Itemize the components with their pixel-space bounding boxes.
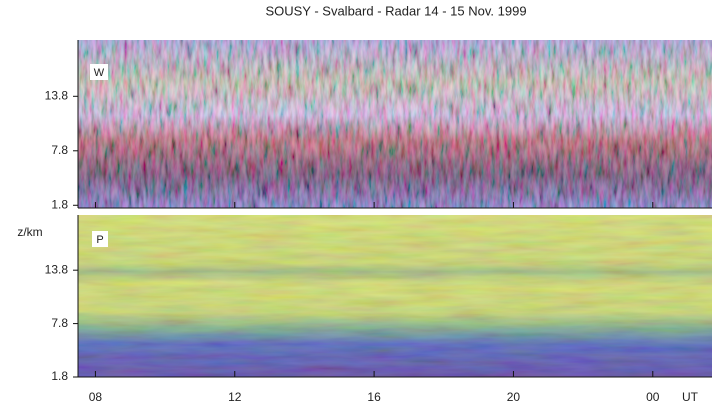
y-tick-label: 7.8 [51,143,68,157]
x-tick-label: 08 [89,390,103,404]
y-axis-label: z/km [17,225,42,239]
y-tick-label: 13.8 [45,262,69,276]
x-tick-label: 12 [228,390,242,404]
y-tick-label: 1.8 [51,369,68,383]
panel-w-texture [78,40,712,208]
panel-p-texture [78,215,712,377]
x-tick-label: 00 [646,390,660,404]
panel-label-box [90,64,108,80]
x-tick-label: 16 [367,390,381,404]
panel-label-box [92,231,108,247]
y-tick-label: 1.8 [51,197,68,211]
y-tick-label: 7.8 [51,316,68,330]
chart-title: SOUSY - Svalbard - Radar 14 - 15 Nov. 19… [265,3,526,18]
x-tick-label: 20 [507,390,521,404]
x-unit-label: UT [682,390,699,404]
panel-label: W [94,67,105,79]
y-tick-label: 13.8 [45,88,69,102]
panel-label: P [96,234,103,246]
